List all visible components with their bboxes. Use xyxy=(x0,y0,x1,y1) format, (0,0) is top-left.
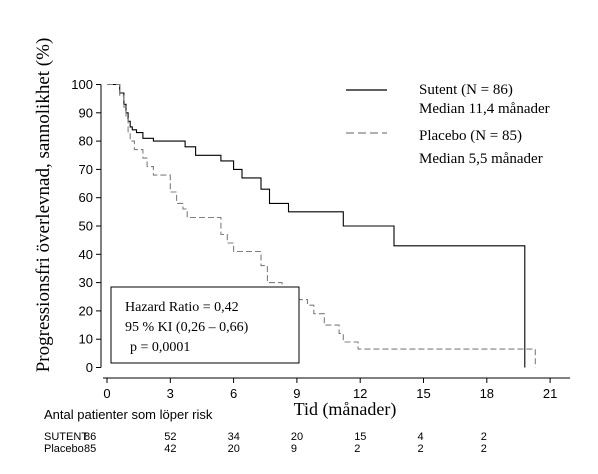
legend-label-placebo: Placebo (N = 85) xyxy=(419,128,522,144)
y-tick-label: 0 xyxy=(86,360,93,375)
confidence-interval-text: 95 % KI (0,26 – 0,66) xyxy=(125,320,249,335)
risk-row-label: Placebo xyxy=(44,443,84,455)
risk-cell: 9 xyxy=(290,443,298,455)
km-curve-sutent xyxy=(107,83,526,368)
legend-label-sutent: Sutent (N = 86) xyxy=(419,82,513,98)
x-axis-title: Tid (månader) xyxy=(294,399,397,420)
risk-cell: 52 xyxy=(164,431,177,443)
risk-cell: 2 xyxy=(480,431,487,443)
y-tick-label: 50 xyxy=(79,219,93,234)
risk-cell: 15 xyxy=(354,431,367,443)
hazard-ratio-text: Hazard Ratio = 0,42 xyxy=(125,300,239,315)
risk-cell: 42 xyxy=(164,443,177,455)
x-tick-label: 21 xyxy=(543,386,557,401)
km-curve-placebo xyxy=(107,83,536,368)
y-tick-label: 80 xyxy=(79,134,93,149)
y-tick-label: 10 xyxy=(79,332,93,347)
risk-cell: 4 xyxy=(417,431,424,443)
y-tick-label: 30 xyxy=(79,275,93,290)
risk-cell: 85 xyxy=(84,443,97,455)
risk-cell: 86 xyxy=(84,431,97,443)
x-axis: 0 3 6 9 12 15 18 21 xyxy=(103,377,571,401)
y-tick-label: 40 xyxy=(79,247,93,262)
x-tick-label: 18 xyxy=(480,386,494,401)
y-tick-label: 70 xyxy=(79,162,93,177)
x-tick-label: 0 xyxy=(103,386,110,401)
x-tick-label: 9 xyxy=(293,386,300,401)
y-axis-title: Progressionsfri överlevnad, sannolikhet … xyxy=(33,38,54,373)
risk-cell: 20 xyxy=(227,443,240,455)
y-tick-label: 20 xyxy=(79,303,93,318)
y-axis: 0 10 20 30 40 50 60 70 80 90 100 xyxy=(71,77,102,375)
legend-median-sutent: Median 11,4 månader xyxy=(419,101,550,117)
x-tick-label: 3 xyxy=(167,386,174,401)
risk-row-label: SUTENT xyxy=(44,431,88,443)
y-tick-label: 60 xyxy=(79,190,93,205)
hazard-ratio-box: Hazard Ratio = 0,42 95 % KI (0,26 – 0,66… xyxy=(110,286,300,364)
risk-table-title: Antal patienter som löper risk xyxy=(44,407,213,422)
risk-cell: 2 xyxy=(480,443,487,455)
risk-cell: 20 xyxy=(290,431,304,443)
y-tick-label: 90 xyxy=(79,105,93,120)
legend-median-placebo: Median 5,5 månader xyxy=(419,151,543,167)
risk-cell: 34 xyxy=(227,431,240,443)
series-group xyxy=(107,83,536,368)
annotation-frame xyxy=(110,286,300,364)
p-value-text: p = 0,0001 xyxy=(130,340,190,355)
x-tick-label: 15 xyxy=(416,386,430,401)
risk-cell: 2 xyxy=(417,443,424,455)
x-tick-label: 6 xyxy=(230,386,237,401)
risk-cell: 2 xyxy=(354,443,361,455)
y-tick-label: 100 xyxy=(71,77,93,92)
legend: Sutent (N = 86) Median 11,4 månader Plac… xyxy=(346,82,550,167)
x-tick-label: 12 xyxy=(353,386,367,401)
